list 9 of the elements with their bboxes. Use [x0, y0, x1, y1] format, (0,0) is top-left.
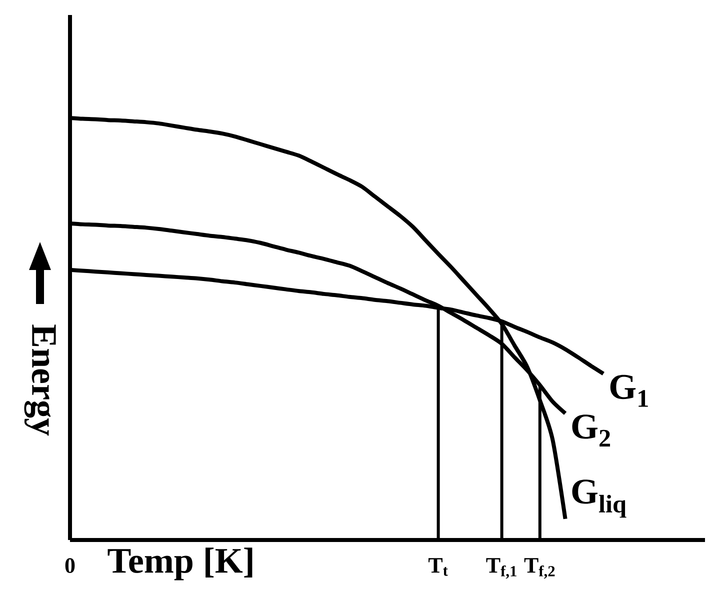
series-label: G$_{2}$	[572, 414, 610, 447]
y-axis-title: Energy	[24, 324, 56, 436]
x-tick-label: T$_{t}$	[428, 558, 448, 576]
x-tick-label: T$_{f,1}$	[486, 558, 516, 579]
x-axis-title: Temp [K]	[108, 548, 252, 580]
x-tick-label: T$_{f,2}$	[524, 558, 555, 579]
series-label: G$_{liq}$	[572, 480, 626, 518]
x-tick-label: 0	[65, 558, 75, 574]
series-label: G$_{1}$	[610, 374, 648, 407]
